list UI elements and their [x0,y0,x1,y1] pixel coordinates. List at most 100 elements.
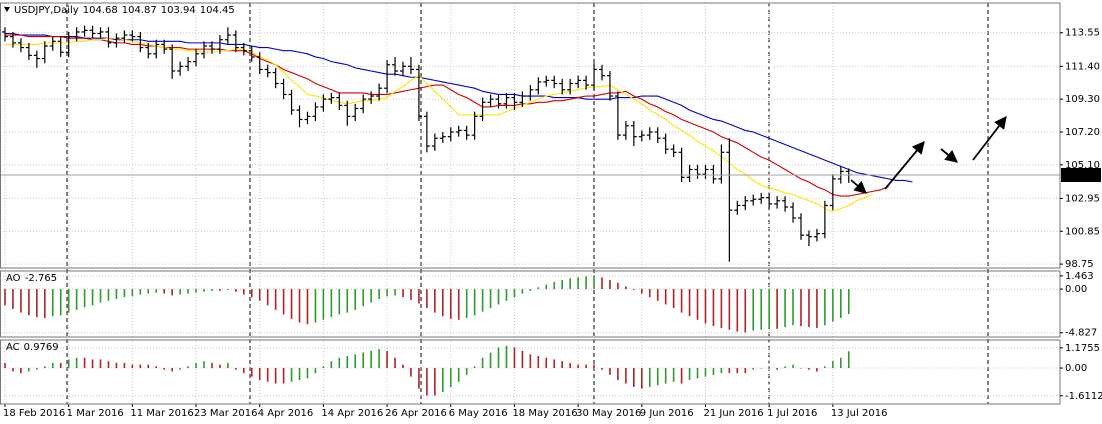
histogram-bar [776,289,778,329]
histogram-bar [664,289,667,305]
histogram-bar [163,368,165,370]
histogram-bar [720,368,723,374]
collapse-marker [4,7,10,12]
histogram-bar [489,352,492,369]
histogram-bar [601,277,603,290]
histogram-bar [227,362,229,369]
histogram-bar [712,289,715,327]
histogram-bar [298,289,301,323]
histogram-bar [847,351,850,369]
x-tick-label: 9 Jun 2016 [640,408,694,419]
histogram-bar [832,289,834,322]
histogram-bar [410,289,412,300]
histogram-bar [728,368,731,374]
y-tick-label: 105.10 [1065,160,1100,171]
histogram-bar [625,286,627,290]
y-tick-label: 109.30 [1065,94,1100,105]
histogram-bar [163,289,165,294]
histogram-bar [728,289,731,330]
histogram-bar [211,362,213,369]
histogram-bar [418,368,420,389]
histogram-bar [553,281,556,290]
x-tick-label: 21 Jun 2016 [703,408,763,419]
histogram-bar [99,359,102,369]
histogram-bar [569,278,571,290]
moving-average-line [5,37,873,213]
histogram-bar [752,368,755,370]
y-tick-label: 111.40 [1065,61,1100,72]
x-tick-label: 14 Apr 2016 [321,408,383,419]
histogram-bar [362,289,364,307]
histogram-bar [115,362,118,369]
histogram-bar [529,289,532,291]
y-tick-label: 107.20 [1065,127,1100,138]
histogram-bar [195,362,197,369]
histogram-bar [378,289,380,300]
histogram-bar [12,289,14,309]
histogram-bar [250,368,253,377]
histogram-bar [107,361,110,369]
histogram-bar [641,368,643,389]
histogram-bar [243,368,245,374]
histogram-bar [609,368,611,375]
histogram-bar [457,368,460,382]
current-price-box [1061,167,1101,182]
histogram-bar [537,287,540,290]
ao-title: AO [6,273,21,284]
histogram-bar [442,368,444,393]
histogram-bar [179,368,181,370]
histogram-bar [585,276,587,290]
histogram-bar [688,368,691,381]
x-tick-label: 11 Mar 2016 [130,408,193,419]
histogram-bar [680,368,683,384]
histogram-bar [832,361,834,369]
histogram-bar [243,289,245,295]
histogram-bar [800,368,802,369]
histogram-bar [442,289,444,317]
histogram-bar [322,366,325,369]
histogram-bar [394,357,396,369]
y-tick-label: 0.00 [1065,284,1087,295]
histogram-bar [171,289,173,296]
histogram-bar [513,289,516,298]
histogram-bar [473,366,476,369]
histogram-bar [465,289,468,319]
histogram-bar [537,356,540,369]
histogram-bar [36,368,38,370]
histogram-bar [521,289,524,294]
histogram-bar [784,289,786,328]
x-tick-label: 13 Jul 2016 [831,408,888,419]
histogram-bar [203,361,205,369]
histogram-bar [497,289,500,305]
x-tick-label: 18 Feb 2016 [3,408,65,419]
histogram-bar [386,289,388,297]
histogram-bar [847,289,850,315]
histogram-bar [20,289,22,313]
histogram-bar [760,368,762,369]
histogram-bar [123,362,126,369]
histogram-bar [59,289,62,316]
histogram-bar [258,289,261,301]
histogram-bar [83,289,86,308]
histogram-bar [258,368,261,381]
histogram-bar [131,364,134,369]
histogram-bar [139,289,142,295]
x-tick-label: 23 Mar 2016 [194,408,257,419]
histogram-bar [704,368,707,377]
histogram-bar [306,368,309,379]
histogram-bar [426,289,428,309]
histogram-bar [505,345,508,369]
histogram-bar [449,368,452,387]
histogram-bar [696,289,699,320]
histogram-bar [664,368,667,384]
y-tick-label: 100.85 [1065,226,1100,237]
last-open: 104.68 [83,5,118,16]
histogram-bar [59,362,62,369]
panel-frame [0,2,1061,269]
moving-average-line [5,34,889,197]
histogram-bar [426,368,428,396]
ac-header: AC 0.9769 [6,342,59,353]
histogram-bar [20,368,22,374]
histogram-bar [561,361,563,369]
histogram-bar [306,289,309,325]
